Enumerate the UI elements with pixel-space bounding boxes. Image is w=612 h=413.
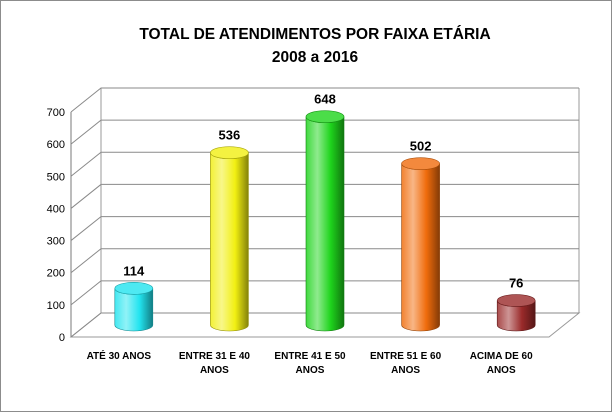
bars [114,110,536,332]
y-tick-label: 600 [47,139,65,151]
bar-top [305,110,345,124]
y-tick-label: 100 [47,300,65,312]
y-tick-label: 200 [47,268,65,280]
chart-subtitle: 2008 a 2016 [272,49,359,66]
gridline [70,151,579,177]
x-tick-label: ANOS [487,365,516,376]
data-label: 114 [123,263,145,278]
data-label: 502 [410,139,432,154]
x-tick-label: ENTRE 31 E 40 [179,351,251,362]
bar-body [401,163,440,332]
x-tick-label: ACIMA DE 60 [470,351,533,362]
gridline [70,87,579,113]
bar-top [210,146,249,160]
x-axis: ATÉ 30 ANOS ENTRE 31 E 40 ANOS ENTRE 41 E 5… [87,349,534,376]
bar [114,282,154,332]
y-axis: 0 100 200 300 400 500 600 700 [47,107,65,344]
gridline [70,119,579,145]
x-tick-label: ANOS [391,365,420,376]
bar [401,157,440,332]
bar [496,294,536,332]
bar [210,146,249,332]
y-tick-label: 0 [59,332,65,344]
y-tick-label: 500 [47,171,65,183]
x-tick-label: ANOS [296,365,325,376]
x-tick-label: ENTRE 41 E 50 [274,351,346,362]
bar-body [114,288,154,332]
bar-top [114,282,154,295]
data-label: 76 [509,276,523,291]
y-tick-label: 700 [47,107,65,119]
x-tick-label: ENTRE 51 E 60 [370,351,442,362]
data-labels: 114 536 648 502 76 [123,92,523,291]
chart-title: TOTAL DE ATENDIMENTOS POR FAIXA ETÁRIA [139,26,490,43]
x-tick-label: ATÉ 30 ANOS [87,349,152,362]
bar-body [210,152,249,332]
bar-body [305,116,345,332]
bar [305,110,345,332]
x-tick-label: ANOS [200,365,229,376]
bar-top [401,157,440,170]
y-tick-label: 300 [47,236,65,248]
data-label: 536 [219,128,241,143]
y-tick-label: 400 [47,203,65,215]
bar-top [496,294,536,307]
data-label: 648 [314,92,336,107]
